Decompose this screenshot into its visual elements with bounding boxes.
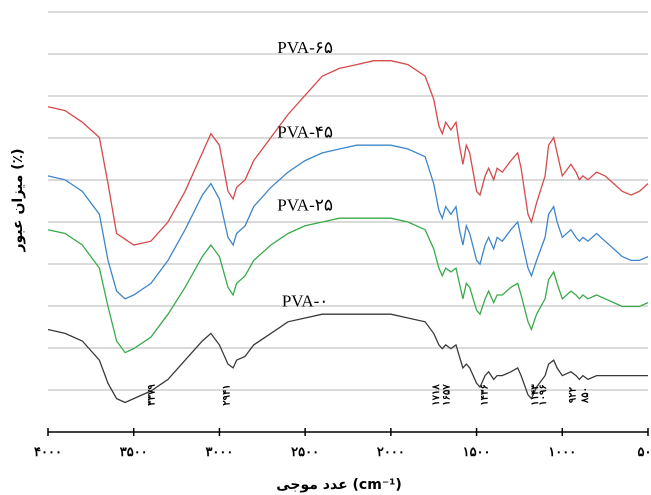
series-line [47, 217, 649, 354]
x-tick-label: ۲۰۰۰ [377, 445, 405, 460]
series-line [47, 60, 649, 246]
peak-annotation: ۱۶۵۷ [442, 384, 453, 406]
y-axis-title: میزان عبور (٪) [10, 148, 26, 252]
x-tick-label: ۲۵۰۰ [291, 445, 319, 460]
series-label: PVA-۴۵ [277, 123, 333, 142]
peak-annotation: ۳۳۷۹ [146, 384, 157, 406]
series-label: PVA-۰ [282, 291, 329, 310]
x-tick-label: ۳۰۰۰ [205, 445, 233, 460]
series-labels: PVA-۶۵ PVA-۴۵ PVA-۲۵ PVA-۰ [277, 38, 333, 310]
x-tick-label: ۴۰۰۰ [34, 445, 62, 460]
peak-annotation: ۱۴۳۶ [480, 384, 491, 405]
x-tick-label: ۱۵۰۰ [463, 445, 491, 460]
series-label: PVA-۲۵ [277, 195, 333, 214]
gridlines [48, 11, 648, 391]
peak-annotation: ۱۰۹۶ [538, 384, 549, 405]
x-axis-title: عدد موجی (cm⁻¹) [276, 477, 402, 493]
x-axis: ۴۰۰۰ ۳۵۰۰ ۳۰۰۰ ۲۵۰۰ ۲۰۰۰ ۱۵۰۰ ۱۰۰۰ ۵۰۰ [34, 428, 651, 460]
series-line [47, 144, 649, 300]
series-label: PVA-۶۵ [277, 38, 333, 57]
x-tick-label: ۳۵۰۰ [120, 445, 148, 460]
series-lines [47, 60, 649, 404]
series-line [47, 313, 648, 404]
peak-annotation: ۱۱۴۳ [530, 384, 541, 406]
x-tick-label: ۱۰۰۰ [548, 445, 576, 460]
peak-annotation: ۱۷۱۸ [431, 384, 442, 406]
peak-annotation: ۸۵۰ [580, 387, 591, 404]
peak-annotation: ۲۹۴۱ [222, 384, 233, 405]
x-tick-label: ۵۰۰ [638, 445, 651, 460]
peak-annotation: ۹۲۲ [568, 386, 579, 403]
